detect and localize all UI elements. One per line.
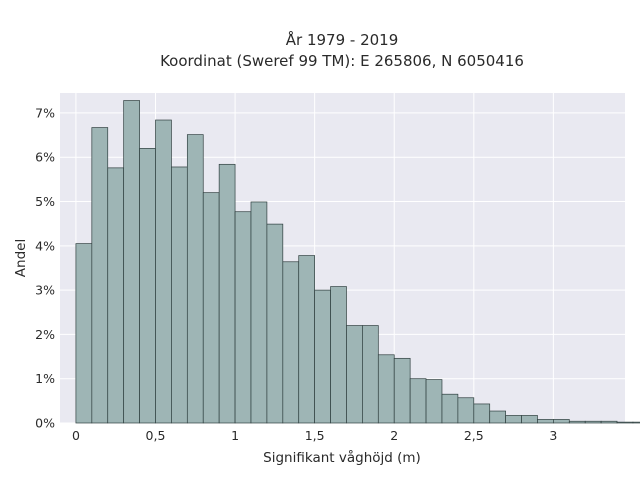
histogram-bar bbox=[521, 415, 538, 424]
histogram-bar bbox=[234, 211, 252, 424]
x-tick-label: 3 bbox=[549, 428, 557, 443]
histogram-bar bbox=[314, 289, 331, 424]
histogram-bar bbox=[346, 325, 363, 424]
x-tick-label: 2,5 bbox=[464, 428, 484, 443]
histogram-bar bbox=[362, 325, 379, 424]
histogram-bar bbox=[186, 134, 204, 424]
histogram-bar bbox=[441, 393, 459, 424]
histogram-bar bbox=[155, 119, 172, 424]
chart-subtitle: Koordinat (Sweref 99 TM): E 265806, N 60… bbox=[160, 52, 524, 70]
y-tick-label: 2% bbox=[35, 327, 55, 342]
histogram-bar bbox=[473, 403, 491, 424]
histogram-bar bbox=[282, 261, 300, 424]
histogram-bar bbox=[123, 100, 140, 424]
histogram-bar bbox=[330, 286, 347, 424]
y-axis-ticks: 0% 1% 2% 3% 4% 5% 6% 7% bbox=[35, 105, 55, 430]
x-tick-label: 2 bbox=[390, 428, 398, 443]
histogram-bar bbox=[139, 148, 156, 424]
x-tick-label: 1 bbox=[231, 428, 239, 443]
y-tick-label: 7% bbox=[35, 105, 55, 120]
x-tick-label: 0 bbox=[72, 428, 80, 443]
y-tick-label: 1% bbox=[35, 371, 55, 386]
y-tick-label: 0% bbox=[35, 416, 55, 431]
histogram-bar bbox=[298, 255, 315, 424]
histogram-bar bbox=[616, 421, 634, 424]
histogram-bar bbox=[584, 420, 602, 424]
histogram-bar bbox=[409, 378, 427, 424]
histogram-bar bbox=[505, 415, 522, 424]
x-axis-label: Signifikant våghöjd (m) bbox=[263, 449, 421, 466]
histogram-bar bbox=[537, 419, 554, 424]
x-tick-label: 0,5 bbox=[146, 428, 166, 443]
histogram-bar bbox=[568, 420, 586, 424]
y-tick-label: 5% bbox=[35, 194, 55, 209]
y-tick-label: 3% bbox=[35, 283, 55, 298]
histogram-bar bbox=[266, 223, 284, 424]
histogram-bar bbox=[457, 397, 475, 424]
histogram-bar bbox=[171, 166, 188, 424]
y-tick-label: 4% bbox=[35, 238, 55, 253]
histogram-bar bbox=[489, 410, 506, 424]
histogram-bar bbox=[425, 379, 443, 424]
histogram-bar bbox=[91, 127, 109, 424]
histogram-bar bbox=[393, 357, 411, 424]
histogram-bar bbox=[75, 243, 93, 424]
x-tick-label: 1,5 bbox=[305, 428, 325, 443]
histogram-bar bbox=[377, 354, 395, 424]
chart-title: År 1979 - 2019 bbox=[286, 30, 399, 49]
x-axis-ticks: 0 0,5 1 1,5 2 2,5 3 bbox=[72, 428, 557, 443]
histogram-bar bbox=[632, 421, 640, 424]
histogram-bar bbox=[218, 163, 236, 424]
y-axis-label: Andel bbox=[13, 239, 29, 277]
y-tick-label: 6% bbox=[35, 150, 55, 165]
histogram-bar bbox=[600, 420, 618, 424]
histogram-bar bbox=[202, 192, 220, 424]
histogram-bars bbox=[75, 100, 640, 424]
histogram-bar bbox=[553, 419, 570, 424]
histogram-bar bbox=[107, 167, 125, 424]
histogram-bar bbox=[250, 201, 268, 424]
